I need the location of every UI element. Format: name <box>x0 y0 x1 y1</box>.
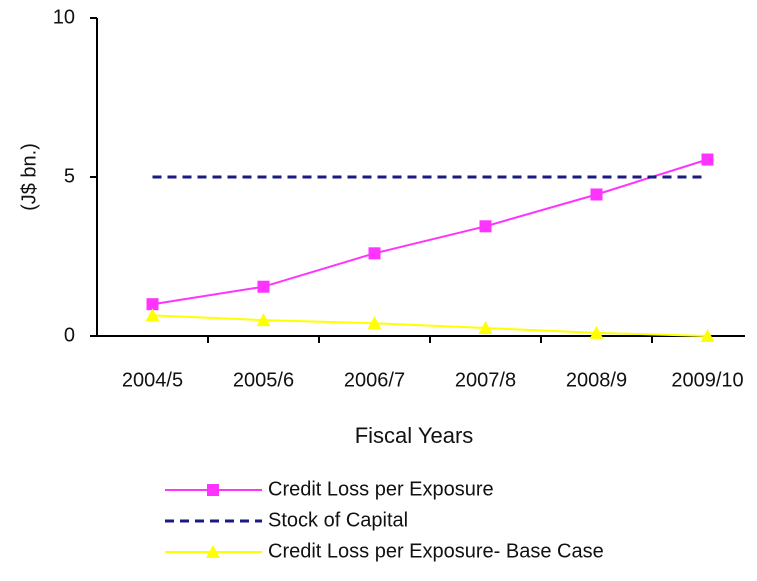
x-tick-label: 2007/8 <box>455 369 516 391</box>
point <box>146 298 159 311</box>
y-tick-label: 0 <box>64 324 75 346</box>
legend-label: Credit Loss per Exposure- Base Case <box>268 540 604 562</box>
x-tick-label: 2006/7 <box>344 369 405 391</box>
x-tick-label: 2005/6 <box>233 369 294 391</box>
x-tick-label: 2009/10 <box>671 369 743 391</box>
legend-label: Stock of Capital <box>268 509 408 531</box>
point <box>367 316 382 330</box>
point <box>256 313 271 327</box>
legend-label: Credit Loss per Exposure <box>268 478 494 500</box>
point <box>700 329 715 342</box>
x-tick-label: 2004/5 <box>122 369 183 391</box>
point <box>257 280 270 293</box>
point <box>589 325 604 339</box>
x-tick-label: 2008/9 <box>566 369 627 391</box>
y-tick-label: 5 <box>64 165 75 187</box>
series-line <box>152 158 708 306</box>
point <box>145 308 160 322</box>
y-tick-label: 10 <box>53 6 75 28</box>
series-line <box>152 314 708 337</box>
legend-marker <box>207 484 219 496</box>
point <box>479 220 492 233</box>
legend-marker <box>206 545 220 558</box>
point <box>478 321 493 335</box>
x-axis-label: Fiscal Years <box>355 423 474 448</box>
point <box>701 153 714 166</box>
point <box>368 247 381 260</box>
point <box>590 188 603 201</box>
y-axis-label: (J$ bn.) <box>18 143 40 211</box>
